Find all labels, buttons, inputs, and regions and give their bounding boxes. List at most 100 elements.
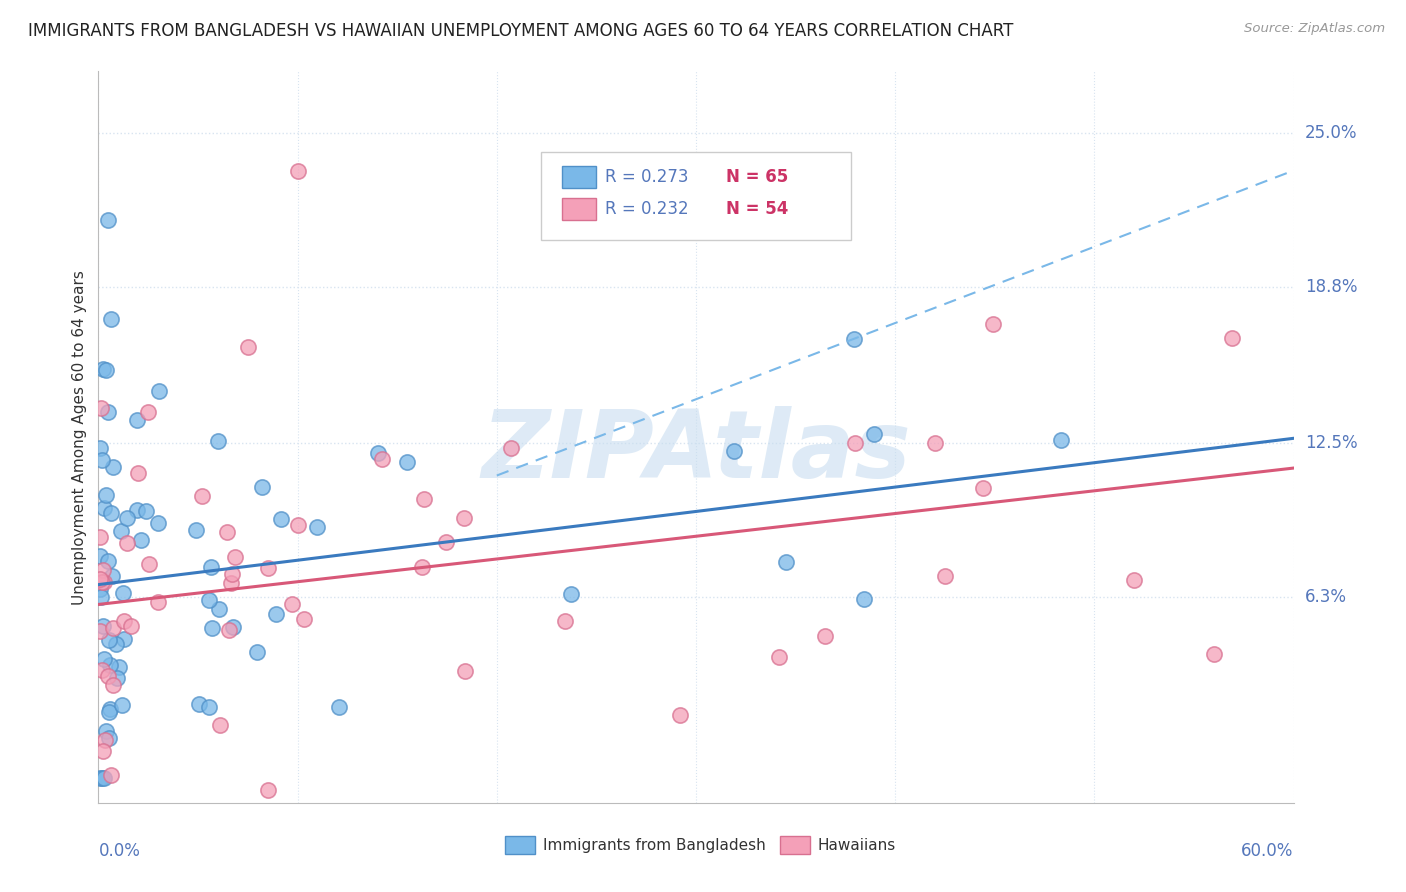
Point	[554, 614, 576, 628]
Point	[111, 585, 134, 599]
Point	[246, 645, 269, 659]
Point	[853, 591, 876, 606]
Point	[434, 534, 457, 549]
Point	[112, 614, 135, 628]
Point	[135, 504, 157, 518]
Bar	[562, 167, 596, 188]
Point	[90, 591, 112, 605]
Point	[190, 489, 212, 503]
Text: R = 0.232: R = 0.232	[605, 200, 689, 218]
Point	[207, 434, 229, 448]
Point	[972, 481, 994, 495]
Point	[105, 637, 128, 651]
Point	[98, 705, 121, 719]
Point	[89, 771, 111, 785]
Point	[281, 597, 304, 611]
Point	[100, 312, 122, 326]
Point	[105, 671, 128, 685]
Point	[146, 595, 169, 609]
Point	[93, 501, 115, 516]
Point	[125, 413, 148, 427]
Point	[91, 744, 114, 758]
Point	[264, 607, 287, 622]
Point	[221, 567, 243, 582]
Point	[138, 558, 160, 572]
Point	[208, 718, 231, 732]
Point	[287, 518, 309, 533]
Point	[101, 459, 124, 474]
Point	[252, 479, 274, 493]
Point	[454, 664, 477, 678]
Point	[328, 700, 350, 714]
Point	[91, 574, 114, 589]
Point	[934, 569, 956, 583]
Bar	[779, 836, 810, 854]
Point	[94, 488, 117, 502]
Point	[111, 698, 134, 713]
Point	[224, 549, 246, 564]
Point	[115, 536, 138, 550]
Point	[91, 563, 114, 577]
Text: IMMIGRANTS FROM BANGLADESH VS HAWAIIAN UNEMPLOYMENT AMONG AGES 60 TO 64 YEARS CO: IMMIGRANTS FROM BANGLADESH VS HAWAIIAN U…	[28, 22, 1014, 40]
Point	[292, 612, 315, 626]
Point	[305, 519, 328, 533]
Text: Source: ZipAtlas.com: Source: ZipAtlas.com	[1244, 22, 1385, 36]
Point	[257, 783, 280, 797]
Point	[89, 549, 111, 563]
Point	[148, 384, 170, 398]
Point	[97, 554, 120, 568]
Text: Immigrants from Bangladesh: Immigrants from Bangladesh	[543, 838, 766, 853]
Point	[89, 624, 111, 639]
Point	[201, 621, 224, 635]
Point	[89, 530, 111, 544]
Point	[200, 559, 222, 574]
Text: 12.5%: 12.5%	[1305, 434, 1357, 452]
Point	[499, 441, 522, 455]
Point	[97, 213, 120, 227]
Point	[981, 317, 1004, 331]
Point	[97, 405, 120, 419]
Point	[371, 451, 394, 466]
Point	[1220, 331, 1243, 345]
Point	[93, 362, 115, 376]
Point	[924, 436, 946, 450]
Point	[91, 771, 114, 785]
Text: 25.0%: 25.0%	[1305, 124, 1357, 143]
Point	[723, 444, 745, 458]
Point	[146, 516, 169, 531]
Point	[219, 576, 242, 591]
Point	[110, 524, 132, 538]
Point	[367, 446, 389, 460]
Point	[94, 724, 117, 739]
Point	[90, 401, 112, 415]
Point	[188, 697, 211, 711]
Point	[184, 523, 207, 537]
Point	[396, 455, 419, 469]
Point	[117, 511, 139, 525]
Point	[560, 587, 582, 601]
Point	[98, 658, 121, 673]
Bar	[505, 836, 534, 854]
Point	[108, 660, 131, 674]
Point	[236, 340, 259, 354]
Point	[1202, 647, 1225, 661]
Point	[97, 731, 120, 746]
Point	[775, 555, 797, 569]
Point	[100, 506, 122, 520]
Point	[668, 708, 690, 723]
Point	[91, 663, 114, 677]
Point	[208, 601, 231, 615]
Point	[1049, 434, 1071, 448]
FancyBboxPatch shape	[541, 152, 852, 240]
Point	[412, 492, 434, 507]
Text: 18.8%: 18.8%	[1305, 278, 1357, 296]
Point	[89, 582, 111, 597]
Text: R = 0.273: R = 0.273	[605, 169, 689, 186]
Text: N = 54: N = 54	[725, 200, 789, 218]
Point	[91, 453, 114, 467]
Point	[101, 678, 124, 692]
Point	[844, 436, 866, 450]
Point	[98, 702, 121, 716]
Text: ZIPAtlas: ZIPAtlas	[481, 406, 911, 498]
Point	[125, 503, 148, 517]
